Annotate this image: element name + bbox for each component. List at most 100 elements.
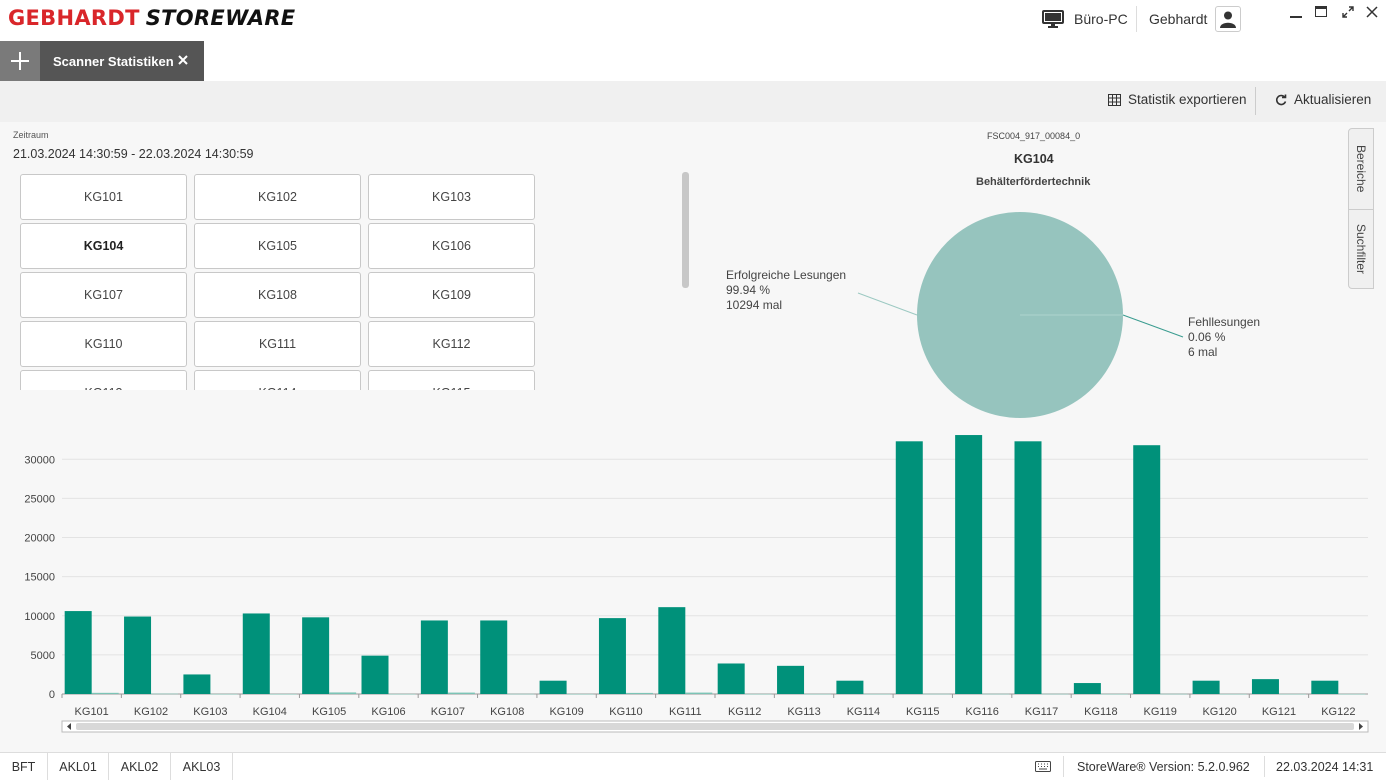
scanner-button-kg104[interactable]: KG104 (20, 223, 187, 269)
scanner-grid-scrollbar[interactable] (682, 172, 689, 288)
bar-fail-kg115[interactable] (922, 693, 950, 695)
user-menu[interactable]: Gebhardt (1149, 6, 1242, 32)
scroll-left-icon[interactable] (67, 723, 71, 730)
minimize-icon[interactable] (1288, 4, 1304, 20)
scanner-button-kg107[interactable]: KG107 (20, 272, 187, 318)
export-label: Statistik exportieren (1128, 92, 1247, 107)
bar-success-kg120[interactable] (1192, 680, 1220, 694)
bar-success-kg107[interactable] (420, 620, 448, 694)
scanner-button-kg110[interactable]: KG110 (20, 321, 187, 367)
bar-fail-kg101[interactable] (91, 692, 119, 694)
divider (1349, 209, 1373, 210)
bar-fail-kg113[interactable] (804, 693, 832, 695)
bar-fail-kg107[interactable] (447, 692, 475, 694)
export-statistics-button[interactable]: Statistik exportieren (1108, 92, 1247, 107)
bar-success-kg102[interactable] (124, 616, 152, 694)
bar-success-kg104[interactable] (242, 613, 270, 694)
side-tab-suchfilter[interactable]: Suchfilter (1354, 224, 1368, 275)
side-tab-bereiche[interactable]: Bereiche (1354, 145, 1368, 193)
bar-success-kg101[interactable] (64, 611, 92, 694)
bar-fail-kg105[interactable] (329, 692, 357, 694)
tab-scanner-statistiken[interactable]: Scanner Statistiken (40, 41, 204, 81)
divider (1255, 87, 1256, 115)
bar-fail-kg117[interactable] (1041, 693, 1069, 695)
bar-fail-kg112[interactable] (744, 693, 772, 695)
scanner-button-grid: KG101 KG102 KG103 KG104 KG105 KG106 KG107 KG108… (20, 174, 540, 390)
status-tab-bft[interactable]: BFT (0, 753, 48, 780)
bar-success-kg113[interactable] (777, 665, 805, 694)
keyboard-icon[interactable] (1035, 753, 1051, 780)
scanner-button-kg112[interactable]: KG112 (368, 321, 535, 367)
bar-success-kg114[interactable] (836, 680, 864, 694)
bar-fail-kg108[interactable] (507, 693, 535, 695)
status-tab-akl03[interactable]: AKL03 (171, 753, 233, 780)
bar-success-kg119[interactable] (1133, 445, 1161, 694)
refresh-button[interactable]: Aktualisieren (1275, 92, 1371, 107)
bar-fail-kg122[interactable] (1338, 693, 1366, 695)
scanner-button-kg105[interactable]: KG105 (194, 223, 361, 269)
bar-success-kg118[interactable] (1073, 683, 1101, 694)
x-tick-label: KG105 (312, 706, 346, 718)
refresh-icon (1275, 94, 1287, 105)
bar-fail-kg106[interactable] (388, 693, 416, 695)
bar-fail-kg110[interactable] (625, 692, 653, 694)
scanner-button-kg111[interactable]: KG111 (194, 321, 361, 367)
bar-success-kg109[interactable] (539, 680, 567, 694)
refresh-label: Aktualisieren (1294, 92, 1372, 107)
bar-fail-kg120[interactable] (1219, 693, 1247, 695)
x-tick-label: KG122 (1321, 706, 1355, 718)
scanner-button-kg103[interactable]: KG103 (368, 174, 535, 220)
bar-success-kg117[interactable] (1014, 441, 1042, 694)
bar-fail-kg116[interactable] (982, 693, 1010, 695)
bar-success-kg106[interactable] (361, 655, 389, 694)
user-avatar-icon (1215, 6, 1242, 32)
bar-fail-kg109[interactable] (566, 693, 594, 695)
x-tick-label: KG102 (134, 706, 168, 718)
y-tick-label: 10000 (24, 611, 55, 623)
bar-success-kg103[interactable] (183, 674, 211, 694)
y-tick-label: 5000 (31, 650, 55, 662)
scanner-button-kg115[interactable]: KG115 (368, 370, 535, 390)
bar-success-kg121[interactable] (1251, 679, 1279, 694)
bar-fail-kg119[interactable] (1160, 693, 1188, 695)
bar-fail-kg121[interactable] (1278, 693, 1306, 695)
restore-icon[interactable] (1313, 4, 1329, 20)
bar-fail-kg103[interactable] (210, 693, 238, 695)
bar-success-kg105[interactable] (302, 617, 330, 694)
tab-bar: Scanner Statistiken (0, 40, 1386, 81)
bar-success-kg111[interactable] (658, 607, 686, 694)
scanner-button-kg108[interactable]: KG108 (194, 272, 361, 318)
bar-success-kg122[interactable] (1311, 680, 1339, 694)
scanner-button-kg101[interactable]: KG101 (20, 174, 187, 220)
x-tick-label: KG116 (965, 706, 998, 718)
bar-fail-kg102[interactable] (151, 693, 179, 695)
y-tick-label: 30000 (24, 454, 55, 466)
add-tab-button[interactable] (0, 41, 40, 81)
bar-fail-kg111[interactable] (685, 692, 713, 694)
pie-label-fail: Fehllesungen 0.06 % 6 mal (1188, 315, 1260, 360)
bar-success-kg112[interactable] (717, 663, 745, 694)
close-tab-icon[interactable] (176, 53, 190, 67)
scanner-button-kg113[interactable]: KG113 (20, 370, 187, 390)
status-tab-akl02[interactable]: AKL02 (109, 753, 171, 780)
bar-success-kg115[interactable] (895, 441, 923, 694)
bar-fail-kg114[interactable] (863, 693, 891, 695)
x-tick-label: KG104 (253, 706, 287, 718)
close-icon[interactable] (1364, 4, 1380, 20)
pie-chart (857, 212, 1184, 418)
bar-success-kg108[interactable] (480, 620, 508, 694)
bar-fail-kg118[interactable] (1100, 693, 1128, 695)
status-tab-akl01[interactable]: AKL01 (48, 753, 109, 780)
scroll-right-icon[interactable] (1359, 723, 1363, 730)
scanner-button-kg109[interactable]: KG109 (368, 272, 535, 318)
fail-percent: 0.06 % (1188, 330, 1226, 344)
bar-success-kg116[interactable] (955, 435, 983, 694)
scanner-button-kg114[interactable]: KG114 (194, 370, 361, 390)
chart-scrollbar-thumb[interactable] (76, 723, 1354, 730)
maximize-icon[interactable] (1340, 4, 1356, 20)
scanner-button-kg106[interactable]: KG106 (368, 223, 535, 269)
pie-title: KG104 (1014, 152, 1054, 166)
scanner-button-kg102[interactable]: KG102 (194, 174, 361, 220)
bar-success-kg110[interactable] (598, 618, 626, 694)
bar-fail-kg104[interactable] (269, 693, 297, 695)
